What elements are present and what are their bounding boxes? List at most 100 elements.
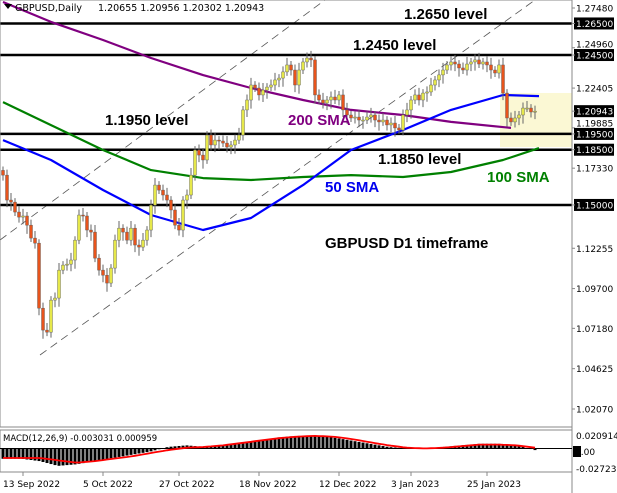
candle: [1, 166, 5, 181]
price-label: 1.09700: [576, 285, 613, 295]
macd-histogram-bar: [529, 448, 533, 450]
candle: [437, 69, 441, 88]
bear-candle-body: [489, 64, 493, 71]
candle: [53, 292, 57, 308]
macd-histogram-bar: [313, 435, 317, 449]
candle: [317, 89, 321, 104]
bull-candle-body: [497, 64, 501, 74]
bear-candle-body: [121, 227, 125, 233]
candle: [301, 58, 305, 74]
candle: [533, 105, 537, 120]
macd-signal-line: [3, 434, 536, 464]
macd-histogram-bar: [85, 448, 89, 463]
macd-histogram-bar: [81, 448, 85, 464]
candle: [289, 61, 293, 76]
bear-candle-body: [201, 154, 205, 161]
bull-candle-body: [525, 107, 529, 110]
100-sma-line: [2, 101, 540, 182]
macd-histogram-bar: [77, 448, 81, 464]
macd-histogram-bar: [309, 435, 313, 449]
bear-candle-body: [137, 244, 141, 248]
bull-candle-body: [401, 114, 405, 131]
bear-candle-body: [349, 114, 353, 119]
bull-candle-body: [77, 214, 81, 241]
macd-histogram-bar: [265, 439, 269, 449]
candle: [405, 102, 409, 123]
bear-candle-body: [317, 94, 321, 101]
candle: [201, 147, 205, 169]
candle: [121, 224, 125, 241]
bear-candle-body: [341, 94, 345, 111]
bear-candle-body: [5, 174, 9, 201]
bull-candle-body: [433, 79, 437, 86]
candle: [397, 123, 401, 134]
candle: [525, 100, 529, 112]
macd-histogram-bar: [177, 445, 181, 449]
bull-candle-body: [381, 119, 385, 123]
bull-candle-body: [277, 77, 281, 81]
bear-candle-body: [197, 149, 201, 156]
date-label: 3 Jan 2023: [391, 480, 439, 490]
candle: [465, 56, 469, 76]
candle: [441, 62, 445, 84]
ohlc-values: 1.20655 1.20956 1.20302 1.20943: [98, 3, 264, 14]
bull-candle-body: [521, 107, 525, 116]
bull-candle-body: [205, 134, 209, 161]
macd-histogram-bar: [273, 438, 277, 449]
bull-candle-body: [337, 94, 341, 101]
macd-histogram-bar: [305, 435, 309, 449]
macd-zero-marker: [573, 446, 581, 457]
bull-candle-body: [249, 84, 253, 101]
macd-histogram-bar: [217, 445, 221, 449]
bull-candle-body: [265, 86, 269, 91]
candle: [33, 230, 37, 249]
upper-channel-line: [0, 0, 326, 241]
date-label: 27 Oct 2022: [159, 480, 215, 490]
candle: [113, 234, 117, 274]
bull-candle-body: [53, 297, 57, 301]
bull-candle-body: [21, 215, 25, 218]
level-label-12450: 1.2450 level: [353, 37, 436, 54]
candle: [245, 94, 249, 118]
macd-histogram-bar: [365, 443, 369, 449]
macd-histogram-bar: [473, 444, 477, 449]
macd-histogram-bar: [241, 442, 245, 449]
bear-candle-body: [309, 57, 313, 61]
date-label: 13 Sep 2022: [3, 480, 60, 490]
macd-histogram-bar: [249, 441, 253, 449]
macd-histogram-bar: [133, 448, 137, 455]
macd-histogram-bar: [113, 448, 117, 458]
macd-histogram-bar: [121, 448, 125, 457]
macd-histogram-bar: [225, 444, 229, 449]
bull-candle-body: [441, 69, 445, 76]
macd-histogram-bar: [233, 443, 237, 449]
macd-histogram-bar: [533, 448, 537, 451]
bear-candle-body: [501, 64, 505, 94]
bull-candle-body: [329, 96, 333, 101]
macd-histogram-bar: [69, 448, 73, 465]
candle: [365, 111, 369, 124]
price-label: 1.19885: [576, 119, 613, 129]
bull-candle-body: [513, 117, 517, 123]
candle: [89, 224, 93, 241]
candle: [157, 181, 161, 195]
macd-histogram-bar: [521, 446, 525, 449]
macd-histogram-bar: [161, 448, 165, 449]
sma50-label: 50 SMA: [325, 179, 379, 196]
candle: [141, 233, 145, 252]
candle: [385, 116, 389, 131]
bear-candle-body: [45, 329, 49, 333]
bull-candle-body: [113, 239, 117, 269]
candle: [85, 212, 89, 238]
candle: [349, 111, 353, 122]
bear-candle-body: [9, 199, 13, 203]
collapse-triangle-icon[interactable]: [4, 4, 12, 9]
candle: [209, 129, 213, 151]
bear-candle-body: [29, 224, 33, 239]
macd-histogram-bar: [105, 448, 109, 460]
bear-candle-body: [397, 127, 401, 131]
candle: [513, 110, 517, 128]
candle: [345, 102, 349, 124]
